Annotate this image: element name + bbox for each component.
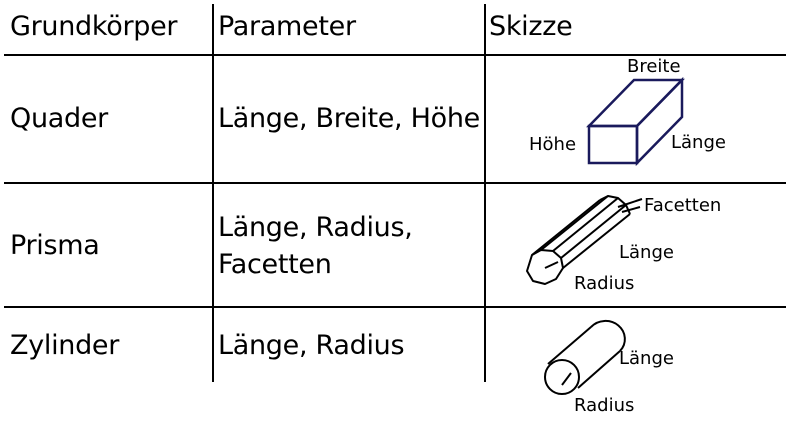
- row-prisma-body: Prisma: [10, 230, 100, 261]
- row-prisma-params-line1: Länge, Radius,: [218, 212, 413, 243]
- row-prisma-params-line2: Facetten: [218, 249, 332, 280]
- header-grundkoerper: Grundkörper: [10, 11, 178, 42]
- cylinder-far-end: [590, 319, 626, 352]
- cuboid-front-face: [587, 124, 639, 165]
- column-divider-2: [484, 4, 486, 382]
- row-zylinder-params: Länge, Radius: [218, 330, 405, 361]
- row-divider-1: [4, 182, 786, 184]
- row-quader-params: Länge, Breite, Höhe: [218, 103, 480, 134]
- cuboid-label-laenge: Länge: [671, 132, 726, 153]
- header-skizze: Skizze: [489, 11, 573, 42]
- cuboid-label-breite: Breite: [627, 56, 681, 77]
- cylinder-end-face: [544, 359, 580, 395]
- column-divider-1: [212, 4, 214, 382]
- cylinder-radius-line: [561, 372, 572, 386]
- cuboid-top-face: [586, 78, 685, 128]
- cuboid-side-face: [635, 76, 684, 167]
- row-zylinder-body: Zylinder: [10, 330, 120, 361]
- cuboid-label-hoehe: Höhe: [529, 134, 576, 155]
- row-divider-2: [4, 306, 786, 308]
- prism-label-facetten: Facetten: [644, 195, 721, 216]
- row-quader-body: Quader: [10, 103, 108, 134]
- cylinder-label-radius: Radius: [574, 395, 634, 416]
- prism-end-face: [526, 249, 564, 285]
- header-parameter: Parameter: [218, 11, 356, 42]
- header-divider: [4, 54, 786, 56]
- prism-radius-line: [544, 261, 559, 269]
- prism-label-laenge: Länge: [619, 242, 674, 263]
- prism-label-radius: Radius: [574, 273, 634, 294]
- cylinder-label-laenge: Länge: [619, 348, 674, 369]
